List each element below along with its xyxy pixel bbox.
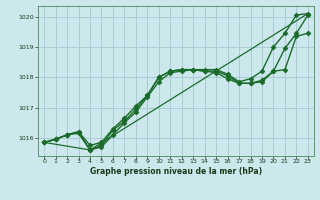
X-axis label: Graphe pression niveau de la mer (hPa): Graphe pression niveau de la mer (hPa) [90, 167, 262, 176]
